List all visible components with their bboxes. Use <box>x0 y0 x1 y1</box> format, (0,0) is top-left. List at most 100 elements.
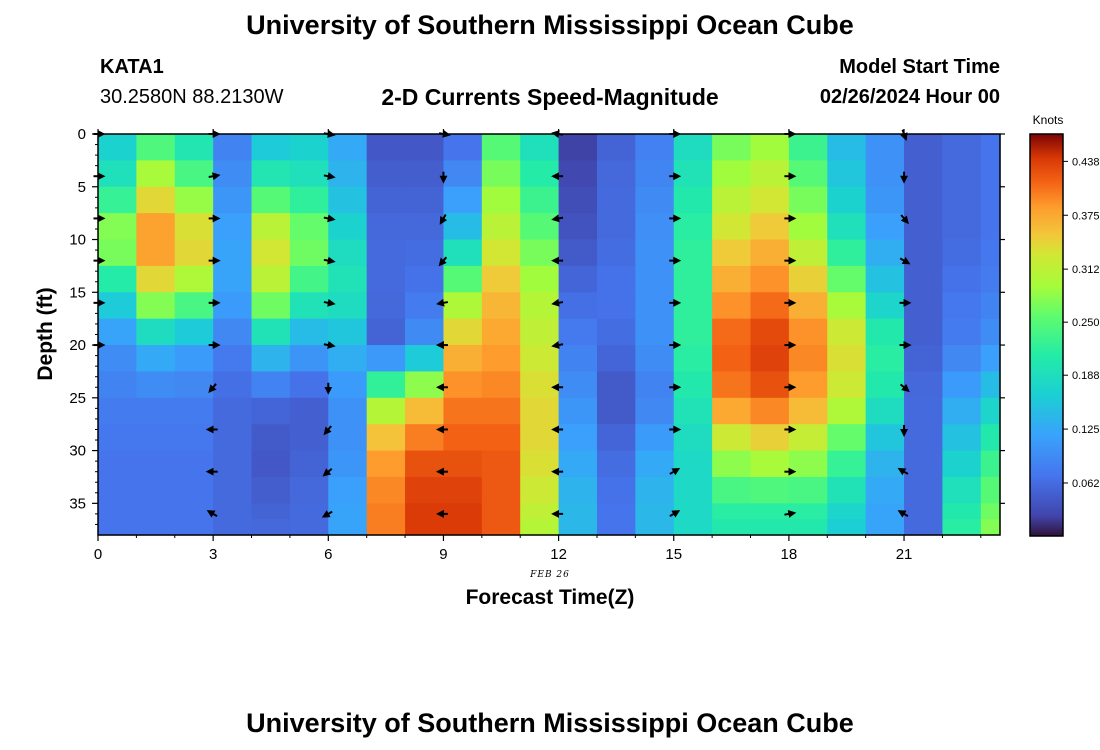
heatmap-cell <box>443 345 483 373</box>
heatmap-cell <box>136 292 176 320</box>
heatmap-cell <box>405 450 445 478</box>
heatmap-cell <box>443 450 483 478</box>
current-vector-arrow <box>551 341 564 349</box>
heatmap-cell <box>136 265 176 293</box>
heatmap-cell <box>213 397 253 425</box>
heatmap-cell <box>328 186 368 214</box>
heatmap-cell <box>750 424 790 452</box>
heatmap-cell <box>328 239 368 267</box>
heatmap-cell <box>328 345 368 373</box>
heatmap-cell <box>405 160 445 188</box>
current-vector-arrow <box>669 510 681 518</box>
heatmap-cell <box>98 292 137 320</box>
heatmap-cell <box>136 503 176 520</box>
heatmap-cell <box>942 450 982 478</box>
heatmap-cell <box>520 450 560 478</box>
heatmap-cell <box>289 397 329 425</box>
heatmap-cell <box>289 213 329 241</box>
heatmap-cell <box>635 450 675 478</box>
heatmap-cell <box>174 292 214 320</box>
heatmap-cell <box>558 134 598 161</box>
heatmap <box>98 134 1001 536</box>
heatmap-cell <box>904 186 944 214</box>
heatmap-cell <box>481 371 521 399</box>
current-vector-arrow <box>897 510 909 518</box>
heatmap-cell <box>520 318 560 346</box>
current-vector-arrow <box>900 214 909 225</box>
heatmap-cell <box>366 476 406 504</box>
heatmap-cell <box>712 318 752 346</box>
x-tick-label: 9 <box>439 546 447 563</box>
heatmap-cell <box>596 213 636 241</box>
heatmap-cell <box>558 424 598 452</box>
heatmap-cell <box>904 292 944 320</box>
heatmap-cell <box>712 371 752 399</box>
heatmap-cell <box>174 134 214 161</box>
heatmap-cell <box>213 345 253 373</box>
heatmap-cell <box>328 397 368 425</box>
heatmap-cell <box>750 213 790 241</box>
heatmap-cell <box>289 345 329 373</box>
heatmap-cell <box>942 213 982 241</box>
heatmap-cell <box>405 345 445 373</box>
station-id: KATA1 <box>100 56 164 78</box>
heatmap-cell <box>251 265 291 293</box>
heatmap-cell <box>865 239 905 267</box>
heatmap-cell <box>98 186 137 214</box>
y-tick-label: 25 <box>69 390 86 407</box>
y-tick-label: 10 <box>69 232 86 249</box>
heatmap-cell <box>289 265 329 293</box>
heatmap-cell <box>942 424 982 452</box>
heatmap-cell <box>558 292 598 320</box>
heatmap-cell <box>980 134 1001 161</box>
heatmap-cell <box>980 292 1001 320</box>
heatmap-cell <box>366 345 406 373</box>
heatmap-cell <box>520 371 560 399</box>
heatmap-cell <box>635 476 675 504</box>
heatmap-cell <box>635 371 675 399</box>
heatmap-cell <box>827 265 867 293</box>
heatmap-cell <box>827 345 867 373</box>
colorbar-tick-label: 0.062 <box>1072 478 1100 490</box>
heatmap-cell <box>136 424 176 452</box>
heatmap-cell <box>251 450 291 478</box>
x-tick-label: 3 <box>209 546 217 563</box>
heatmap-cell <box>174 345 214 373</box>
heatmap-cell <box>174 519 214 536</box>
heatmap-cell <box>942 318 982 346</box>
heatmap-cell <box>596 345 636 373</box>
heatmap-cell <box>443 371 483 399</box>
heatmap-cell <box>827 134 867 161</box>
heatmap-cell <box>596 265 636 293</box>
heatmap-cell <box>328 265 368 293</box>
heatmap-cell <box>481 239 521 267</box>
heatmap-cell <box>788 476 828 504</box>
heatmap-cell <box>251 318 291 346</box>
heatmap-cell <box>980 186 1001 214</box>
heatmap-cell <box>980 450 1001 478</box>
heatmap-cell <box>750 476 790 504</box>
heatmap-cell <box>904 134 944 161</box>
heatmap-cell <box>251 345 291 373</box>
heatmap-cell <box>596 503 636 520</box>
current-vector-arrow <box>208 383 217 394</box>
heatmap-cell <box>251 213 291 241</box>
heatmap-cell <box>865 397 905 425</box>
heatmap-cell <box>443 318 483 346</box>
heatmap-cell <box>289 503 329 520</box>
heatmap-cell <box>596 134 636 161</box>
heatmap-cell <box>98 318 137 346</box>
heatmap-cell <box>520 160 560 188</box>
heatmap-cell <box>443 160 483 188</box>
heatmap-cell <box>865 345 905 373</box>
date-label: FEB 26 <box>529 570 570 580</box>
heatmap-cell <box>673 450 713 478</box>
heatmap-cell <box>289 239 329 267</box>
y-axis-label: Depth (ft) <box>34 287 57 380</box>
heatmap-cell <box>827 424 867 452</box>
heatmap-cell <box>596 476 636 504</box>
heatmap-cell <box>481 424 521 452</box>
heatmap-cell <box>443 213 483 241</box>
heatmap-cell <box>635 519 675 536</box>
heatmap-cell <box>174 213 214 241</box>
